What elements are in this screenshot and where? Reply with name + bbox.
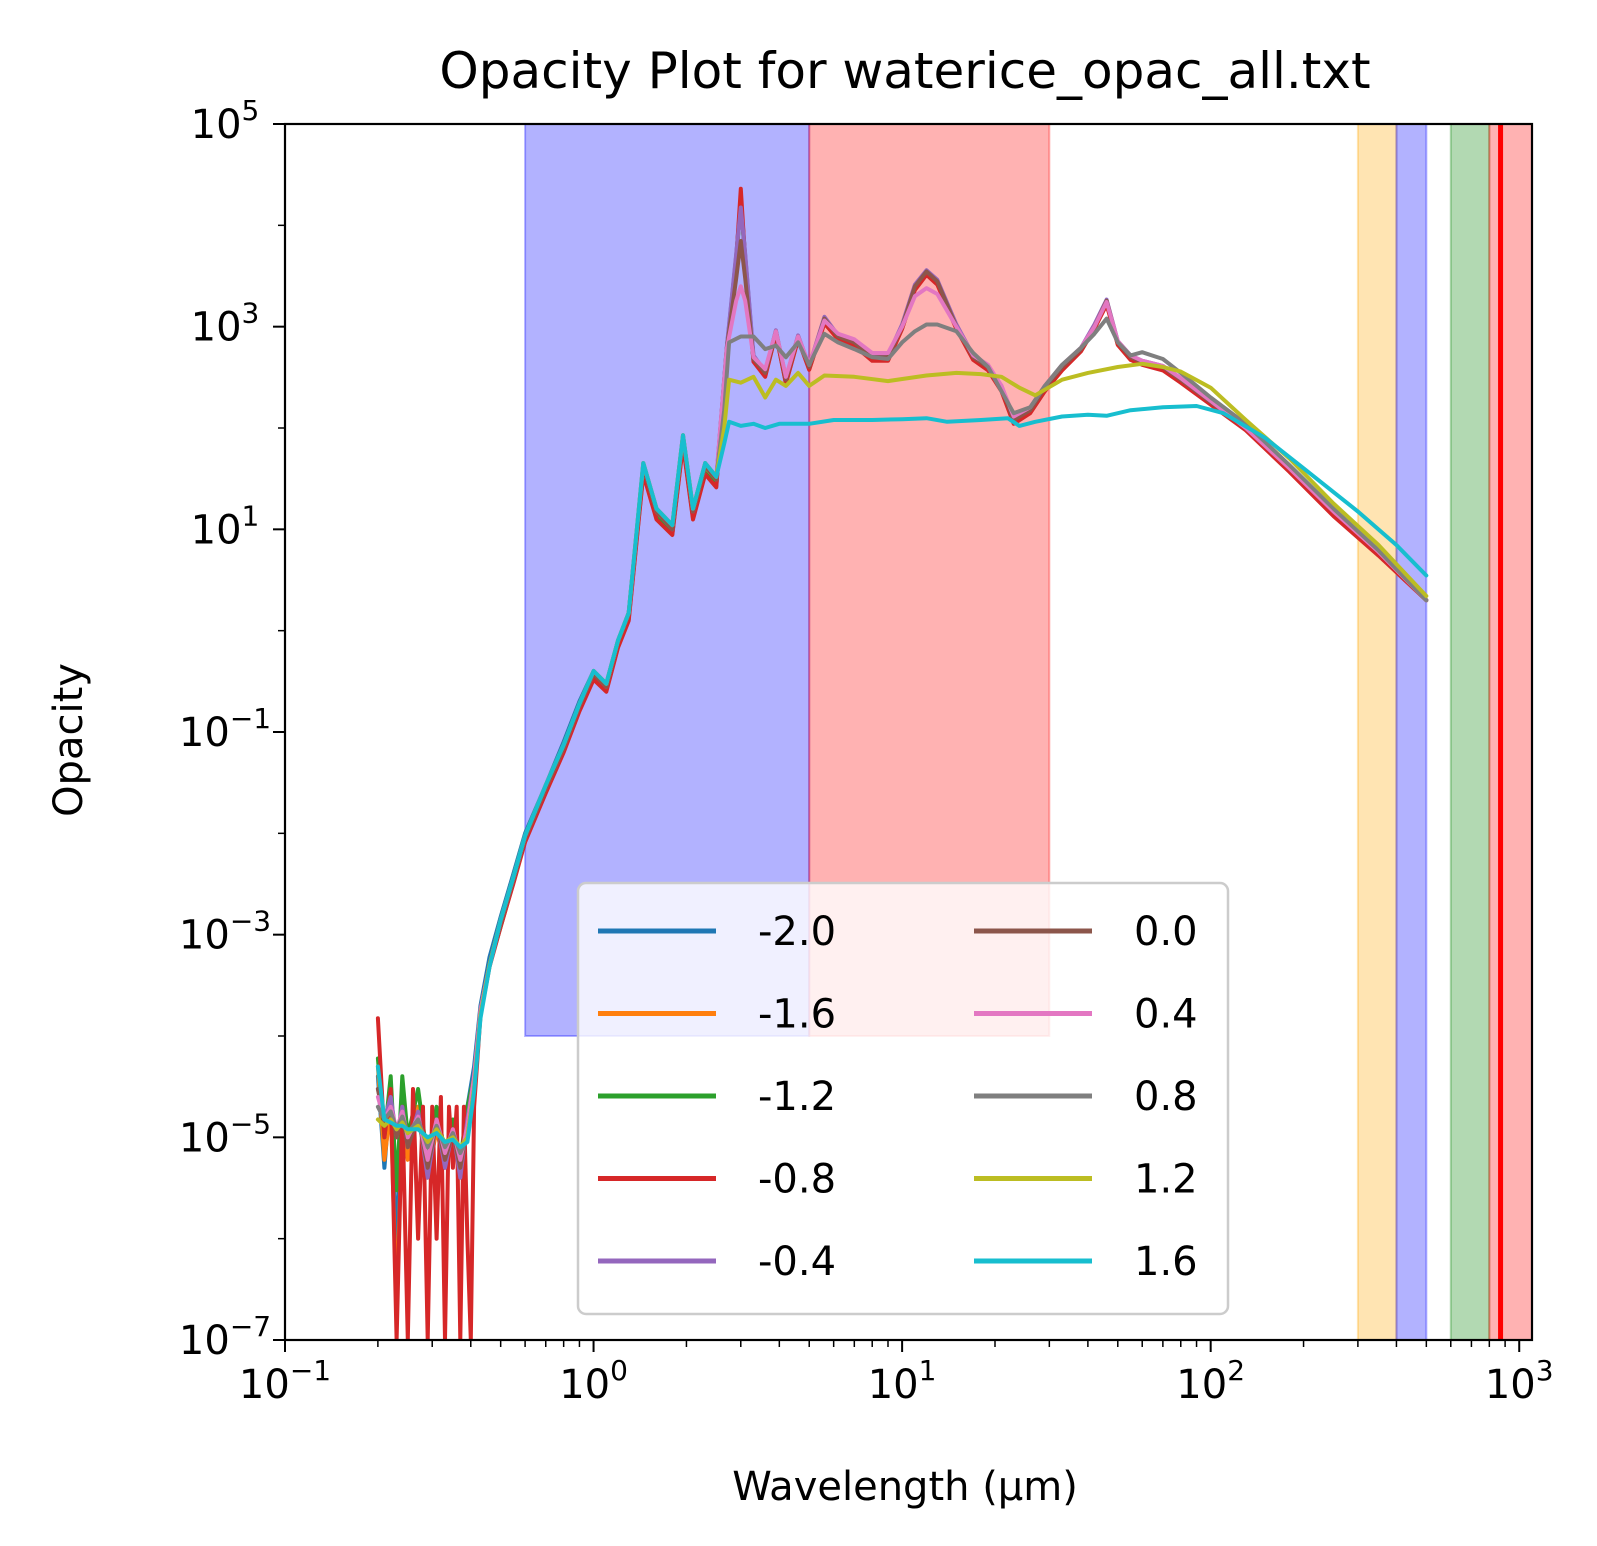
legend-label-4: -0.4 <box>758 1239 836 1285</box>
legend-label-6: 0.4 <box>1134 992 1198 1038</box>
legend-label-0: -2.0 <box>758 909 836 955</box>
series-lines <box>375 186 1429 1340</box>
y-tick-label-5: 103 <box>191 297 260 351</box>
legend-box <box>576 881 1230 1316</box>
series-line-9 <box>375 404 1429 1150</box>
y-axis-ticks: 10−7 10−5 10−3 10−1 101 103 105 <box>179 94 285 1364</box>
legend-label-5: 0.0 <box>1134 909 1198 955</box>
y-tick-label-1: 10−5 <box>179 1107 271 1161</box>
legend-label-8: 1.2 <box>1134 1157 1198 1203</box>
x-tick-label-3: 102 <box>1176 1354 1245 1408</box>
y-tick-label-4: 101 <box>191 499 260 553</box>
legend-items: -2.0 -1.6 -1.2 -0.8 -0.4 0.0 0.4 0.8 1.2 1.6 <box>598 909 1198 1285</box>
legend-label-1: -1.6 <box>758 992 836 1038</box>
legend-label-9: 1.6 <box>1134 1239 1198 1285</box>
shaded-band-2 <box>1356 123 1398 1341</box>
legend-label-7: 0.8 <box>1134 1074 1198 1120</box>
legend: -2.0 -1.6 -1.2 -0.8 -0.4 0.0 0.4 0.8 1.2 1.6 <box>576 881 1230 1316</box>
x-tick-label-4: 103 <box>1485 1354 1554 1408</box>
shaded-band-5 <box>1488 123 1533 1341</box>
shaded-band-3 <box>1395 123 1428 1341</box>
y-tick-label-2: 10−3 <box>179 905 271 959</box>
shaded-band-4 <box>1449 123 1491 1341</box>
legend-label-3: -0.8 <box>758 1157 836 1203</box>
x-tick-label-0: 10−1 <box>239 1354 331 1408</box>
y-tick-label-0: 10−7 <box>179 1310 271 1364</box>
x-axis-ticks: 10−1 100 101 102 103 <box>239 1340 1554 1408</box>
y-tick-label-3: 10−1 <box>179 702 271 756</box>
x-tick-label-2: 101 <box>868 1354 937 1408</box>
x-tick-label-1: 100 <box>559 1354 628 1408</box>
y-tick-label-6: 105 <box>191 94 260 148</box>
x-axis-label: Wavelength (μm) <box>732 1464 1078 1510</box>
chart-title: Opacity Plot for waterice_opac_all.txt <box>439 42 1370 100</box>
y-axis-label: Opacity <box>46 663 92 817</box>
legend-label-2: -1.2 <box>758 1074 836 1120</box>
